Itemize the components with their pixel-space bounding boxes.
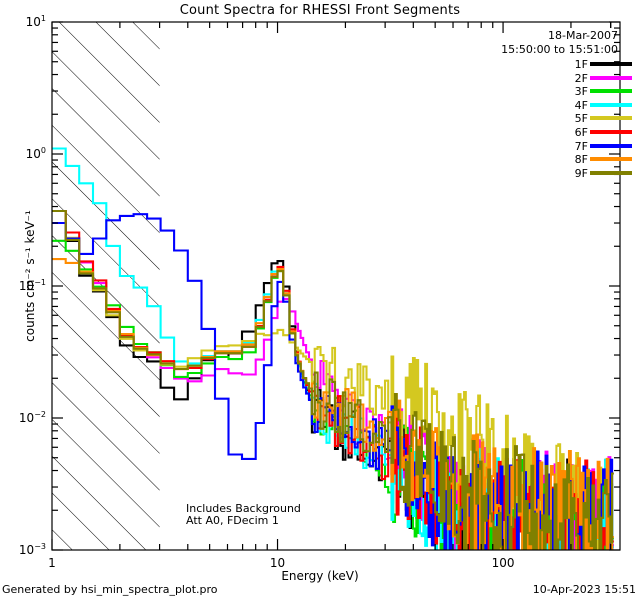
- observation-date: 18-Mar-2007: [548, 29, 618, 42]
- legend-item-6F[interactable]: 6F: [520, 126, 640, 139]
- page-title: Count Spectra for RHESSI Front Segments: [179, 3, 461, 18]
- legend-item-9F[interactable]: 9F: [520, 166, 640, 180]
- series-layer: [52, 147, 614, 550]
- spectrum-line-9F: [52, 209, 614, 550]
- legend-item-4F[interactable]: 4F: [520, 98, 640, 112]
- legend-item-7F[interactable]: 7F: [520, 139, 640, 153]
- legend-swatch-3F: [590, 89, 632, 94]
- legend-item-1F[interactable]: 1F: [520, 58, 640, 71]
- legend-label-1F: 1F: [574, 58, 588, 71]
- legend-item-3F[interactable]: 3F: [520, 85, 640, 99]
- annotation-line-2: Att A0, FDecim 1: [186, 514, 279, 527]
- legend-item-2F[interactable]: 2F: [520, 71, 640, 85]
- legend-label-4F: 4F: [574, 98, 588, 112]
- annotation-line-1: Includes Background: [186, 502, 301, 515]
- x-tick-label: 100: [491, 556, 515, 570]
- y-axis-label: counts cm⁻² s⁻¹ keV⁻¹: [23, 210, 37, 342]
- legend-swatch-5F: [590, 116, 632, 121]
- legend-swatch-4F: [590, 102, 632, 107]
- x-tick-label: 10: [269, 556, 286, 570]
- legend-label-9F: 9F: [574, 166, 588, 180]
- legend-swatch-8F: [590, 157, 632, 162]
- legend-swatch-1F: [590, 62, 632, 66]
- footer-generator: Generated by hsi_min_spectra_plot.pro: [2, 583, 218, 596]
- legend-swatch-2F: [590, 75, 632, 80]
- spectrum-line-5F: [52, 209, 610, 550]
- legend-swatch-9F: [590, 170, 632, 175]
- legend-label-2F: 2F: [574, 71, 588, 85]
- spectrum-line-1F: [52, 209, 608, 550]
- legend-swatch-7F: [590, 143, 632, 148]
- legend-label-6F: 6F: [574, 126, 588, 139]
- legend-item-8F[interactable]: 8F: [520, 153, 640, 167]
- plot-annotation: Includes Background Att A0, FDecim 1: [186, 503, 301, 527]
- x-axis-label: Energy (keV): [281, 569, 359, 583]
- x-tick-label: 1: [48, 556, 56, 570]
- y-tick-label: 101: [25, 14, 46, 30]
- y-tick-label: 10−2: [18, 410, 46, 426]
- y-tick-label: 100: [25, 146, 46, 162]
- legend-label-7F: 7F: [574, 139, 588, 153]
- y-tick-label: 10−1: [18, 278, 46, 294]
- y-tick-label: 10−3: [18, 542, 46, 558]
- footer-timestamp: 10-Apr-2023 15:51: [532, 583, 636, 596]
- legend-label-8F: 8F: [574, 153, 588, 167]
- legend-swatch-6F: [590, 130, 632, 134]
- legend-item-5F[interactable]: 5F: [520, 112, 640, 126]
- legend-label-3F: 3F: [574, 85, 588, 99]
- observation-time-range: 15:50:00 to 15:51:00: [501, 43, 618, 56]
- legend-label-5F: 5F: [574, 112, 588, 126]
